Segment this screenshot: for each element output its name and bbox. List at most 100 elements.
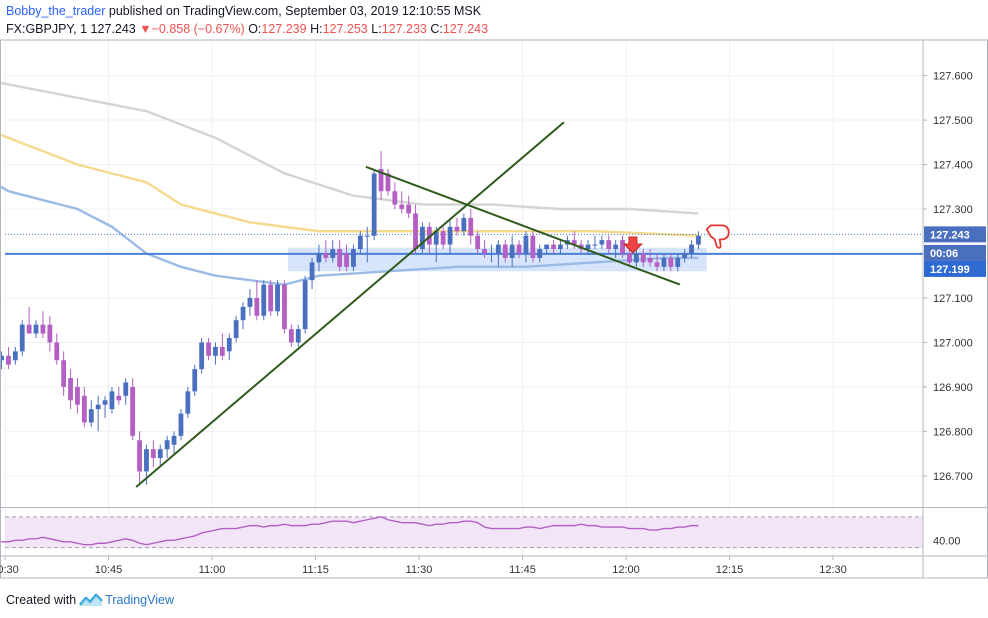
candle[interactable] [171,431,177,454]
candle[interactable] [75,378,80,414]
candle[interactable] [178,409,184,441]
candle[interactable] [102,395,108,419]
candle[interactable] [489,244,494,263]
candle[interactable] [192,364,198,396]
candle[interactable] [240,302,246,330]
candle[interactable] [682,249,688,263]
candle[interactable] [654,253,660,272]
candle[interactable] [199,337,205,374]
candle[interactable] [68,369,73,410]
candle[interactable] [219,333,225,361]
candle[interactable] [54,333,60,365]
candle[interactable] [275,280,280,316]
candle[interactable] [330,240,336,263]
candle[interactable] [696,231,701,250]
candle[interactable] [537,244,543,263]
candle[interactable] [392,182,398,210]
candle[interactable] [675,253,681,272]
candle[interactable] [447,217,453,254]
candle[interactable] [61,351,67,396]
candle[interactable] [454,217,460,236]
candle[interactable] [495,240,501,267]
candle[interactable] [509,235,515,267]
candle[interactable] [6,346,11,370]
candle[interactable] [157,444,163,467]
candle[interactable] [261,280,267,321]
candle[interactable] [302,275,308,334]
candle[interactable] [19,320,25,356]
candle[interactable] [295,324,301,347]
candle[interactable] [399,191,405,214]
candle[interactable] [461,213,467,236]
candle[interactable] [544,244,550,254]
candle[interactable] [123,378,129,405]
candle[interactable] [40,311,46,338]
candle[interactable] [592,235,598,250]
candle[interactable] [627,249,632,267]
down-arrow-icon[interactable] [622,236,644,254]
candle[interactable] [378,151,384,201]
candle[interactable] [12,346,18,365]
candle[interactable] [109,386,115,414]
candle[interactable] [26,306,32,334]
candle[interactable] [371,168,377,241]
candle[interactable] [47,315,53,352]
candle[interactable] [254,280,260,321]
candle[interactable] [247,289,253,316]
publisher-name[interactable]: Bobby_the_trader [6,4,106,18]
candle[interactable] [551,240,556,254]
candle[interactable] [33,320,39,338]
candle[interactable] [571,231,577,250]
candle[interactable] [164,435,170,459]
candle[interactable] [150,440,156,467]
candle[interactable] [640,249,646,267]
symbol-name[interactable]: FX:GBPJPY, 1 [6,22,88,36]
candle[interactable] [309,257,315,290]
candle[interactable] [413,204,418,254]
candle[interactable] [233,315,239,343]
tradingview-brand[interactable]: TradingView [105,593,174,607]
candle[interactable] [433,226,439,263]
candle[interactable] [351,244,356,272]
candle[interactable] [406,195,412,218]
candle[interactable] [385,168,391,196]
candle[interactable] [116,386,122,405]
candle[interactable] [185,386,191,419]
candle[interactable] [468,209,474,245]
candle[interactable] [268,280,274,316]
candle[interactable] [606,235,612,254]
candle[interactable] [81,386,87,427]
candle[interactable] [420,222,425,254]
candle[interactable] [213,342,218,365]
candle[interactable] [364,226,370,263]
candle[interactable] [661,253,667,272]
candle[interactable] [523,231,529,263]
candle[interactable] [130,378,136,441]
candle[interactable] [344,244,349,272]
candle[interactable] [668,253,674,272]
candle[interactable] [337,240,343,272]
candle[interactable] [88,400,94,427]
candle[interactable] [599,235,605,250]
candle[interactable] [316,244,322,272]
candle[interactable] [620,235,625,258]
candle[interactable] [558,240,563,254]
candle[interactable] [585,240,591,254]
candle[interactable] [475,231,481,254]
candle[interactable] [288,324,294,347]
candle[interactable] [440,226,446,250]
candle[interactable] [137,431,142,485]
candle[interactable] [282,280,287,334]
candle[interactable] [516,240,522,258]
thumbs-down-icon[interactable] [705,224,730,249]
candle[interactable] [226,333,232,361]
candle[interactable] [613,240,619,258]
trendline[interactable] [135,121,565,488]
candle[interactable] [633,249,639,267]
candle[interactable] [647,249,653,267]
candle[interactable] [689,240,694,258]
candle[interactable] [482,240,487,258]
candle[interactable] [206,337,211,361]
candle[interactable] [95,395,101,432]
